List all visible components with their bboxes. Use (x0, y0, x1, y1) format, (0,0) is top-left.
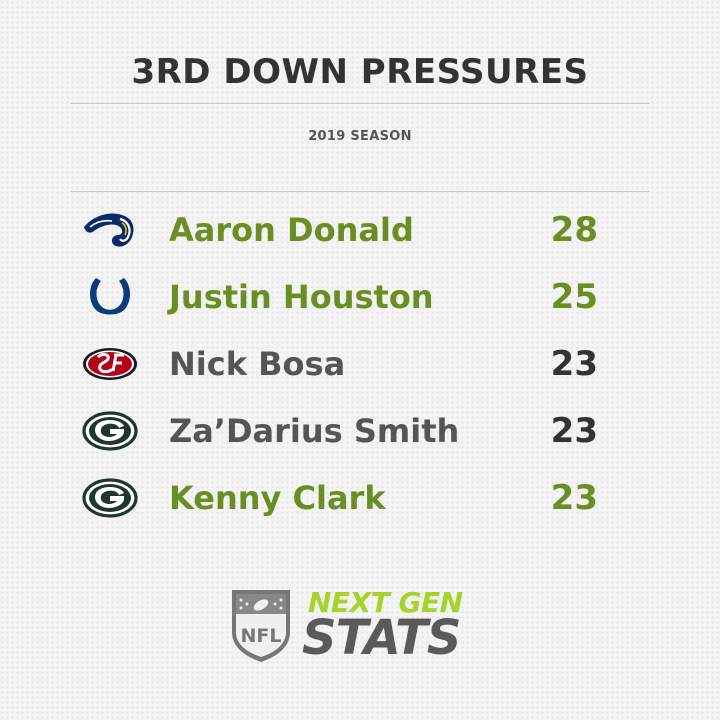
divider-top (71, 103, 649, 104)
pressure-count: 28 (550, 210, 598, 250)
player-name: Aaron Donald (169, 211, 414, 249)
brand-line-2: STATS (302, 610, 461, 666)
player-name: Kenny Clark (169, 479, 386, 517)
divider-bottom (71, 191, 649, 192)
list-item: Za’Darius Smith 23 (0, 401, 720, 461)
pressure-count: 23 (550, 411, 598, 451)
brand-line-1: NEXT GEN (308, 586, 463, 619)
packers-g-icon (80, 473, 140, 523)
player-name: Nick Bosa (169, 345, 346, 383)
pressure-count: 25 (550, 277, 598, 317)
list-item: Nick Bosa 23 (0, 334, 720, 394)
list-item: Aaron Donald 28 (0, 200, 720, 260)
nfl-shield-icon: NFL (228, 584, 294, 664)
season-subtitle: 2019 SEASON (308, 129, 412, 144)
page-title: 3RD DOWN PRESSURES (131, 52, 589, 92)
list-item: Kenny Clark 23 (0, 468, 720, 528)
pressure-count: 23 (550, 478, 598, 518)
packers-g-icon (80, 406, 140, 456)
next-gen-stats-logo: NFL NEXT GEN STATS (228, 582, 498, 667)
player-name: Za’Darius Smith (169, 412, 460, 450)
player-name: Justin Houston (169, 278, 434, 316)
colts-horseshoe-icon (80, 272, 140, 322)
rams-horn-icon (80, 205, 140, 255)
pressure-count: 23 (550, 344, 598, 384)
nfl-shield-text: NFL (241, 625, 282, 647)
list-item: Justin Houston 25 (0, 267, 720, 327)
49ers-oval-icon (80, 339, 140, 389)
